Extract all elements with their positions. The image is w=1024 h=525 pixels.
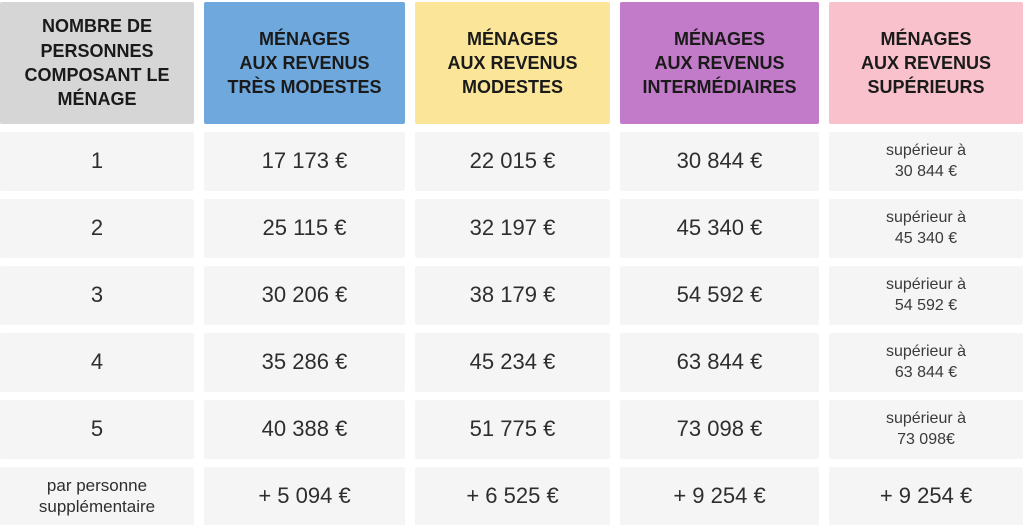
value-cell: supérieur à 54 592 € bbox=[829, 266, 1023, 325]
value-cell: 73 098 € bbox=[620, 400, 819, 459]
value-cell: supérieur à 30 844 € bbox=[829, 132, 1023, 191]
header-intermediate-incomes: MÉNAGES AUX REVENUS INTERMÉDIAIRES bbox=[620, 2, 819, 124]
value-cell: 45 340 € bbox=[620, 199, 819, 258]
header-household-size: NOMBRE DE PERSONNES COMPOSANT LE MÉNAGE bbox=[0, 2, 194, 124]
header-superior-incomes: MÉNAGES AUX REVENUS SUPÉRIEURS bbox=[829, 2, 1023, 124]
value-cell: + 9 254 € bbox=[620, 467, 819, 525]
value-cell: supérieur à 63 844 € bbox=[829, 333, 1023, 392]
value-cell: supérieur à 45 340 € bbox=[829, 199, 1023, 258]
value-cell: + 9 254 € bbox=[829, 467, 1023, 525]
value-cell: 17 173 € bbox=[204, 132, 405, 191]
value-cell: + 6 525 € bbox=[415, 467, 610, 525]
value-cell: 25 115 € bbox=[204, 199, 405, 258]
header-very-modest-incomes: MÉNAGES AUX REVENUS TRÈS MODESTES bbox=[204, 2, 405, 124]
value-cell: 30 844 € bbox=[620, 132, 819, 191]
value-cell: + 5 094 € bbox=[204, 467, 405, 525]
row-label: par personne supplémentaire bbox=[0, 467, 194, 525]
value-cell: 63 844 € bbox=[620, 333, 819, 392]
row-label: 1 bbox=[0, 132, 194, 191]
value-cell: supérieur à 73 098€ bbox=[829, 400, 1023, 459]
value-cell: 32 197 € bbox=[415, 199, 610, 258]
row-label: 5 bbox=[0, 400, 194, 459]
row-label: 2 bbox=[0, 199, 194, 258]
value-cell: 22 015 € bbox=[415, 132, 610, 191]
value-cell: 30 206 € bbox=[204, 266, 405, 325]
value-cell: 45 234 € bbox=[415, 333, 610, 392]
value-cell: 38 179 € bbox=[415, 266, 610, 325]
value-cell: 54 592 € bbox=[620, 266, 819, 325]
value-cell: 35 286 € bbox=[204, 333, 405, 392]
value-cell: 51 775 € bbox=[415, 400, 610, 459]
row-label: 3 bbox=[0, 266, 194, 325]
header-modest-incomes: MÉNAGES AUX REVENUS MODESTES bbox=[415, 2, 610, 124]
row-label: 4 bbox=[0, 333, 194, 392]
value-cell: 40 388 € bbox=[204, 400, 405, 459]
